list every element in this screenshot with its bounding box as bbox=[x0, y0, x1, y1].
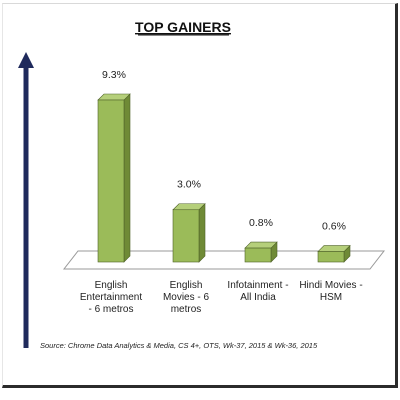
bar-front-2 bbox=[172, 209, 200, 263]
category-label-2: English Movies - 6 metros bbox=[163, 280, 210, 315]
chart-title: TOP GAINERS bbox=[135, 19, 231, 35]
category-label-4: Hindi Movies -HSM bbox=[299, 280, 362, 303]
bar-top-3 bbox=[244, 241, 278, 249]
bar-3 bbox=[244, 241, 278, 263]
value-label-1: 9.3% bbox=[102, 69, 126, 81]
bar-4 bbox=[317, 244, 351, 263]
chart-frame bbox=[2, 3, 398, 388]
bars-layer bbox=[97, 93, 351, 263]
category-label-3: Infotainment -All India bbox=[227, 280, 288, 303]
bar-front-3 bbox=[244, 247, 272, 263]
bar-side-2 bbox=[198, 203, 206, 263]
chart-floor bbox=[62, 250, 386, 270]
bar-top-1 bbox=[97, 93, 131, 101]
value-label-4: 0.6% bbox=[322, 221, 346, 233]
value-label-3: 0.8% bbox=[249, 217, 273, 229]
value-label-2: 3.0% bbox=[177, 179, 201, 191]
source-note: Source: Chrome Data Analytics & Media, C… bbox=[40, 341, 318, 350]
category-label-1: English Entertainment - 6 metros bbox=[80, 280, 142, 315]
bar-front-4 bbox=[317, 251, 345, 263]
bar-front-1 bbox=[97, 99, 125, 263]
labels-layer: 9.3% English Entertainment - 6 metros 3.0% En… bbox=[80, 69, 363, 315]
bar-top-2 bbox=[172, 203, 206, 211]
bar-1 bbox=[97, 93, 131, 263]
bar-top-4 bbox=[317, 245, 351, 252]
bar-2 bbox=[172, 203, 206, 263]
y-axis-arrowhead bbox=[18, 52, 34, 68]
bar-side-1 bbox=[123, 93, 131, 263]
